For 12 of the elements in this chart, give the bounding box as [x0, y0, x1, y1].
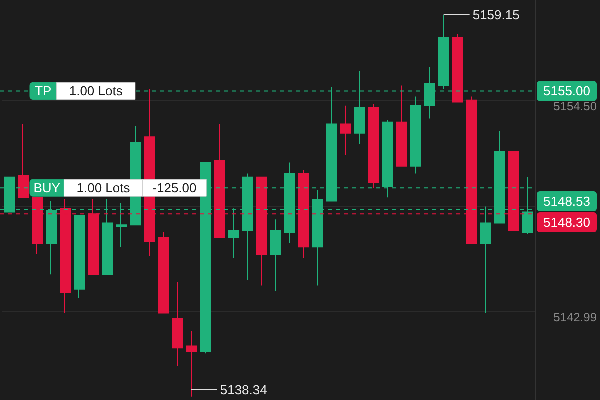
- y-tick-label: 5154.50: [554, 99, 598, 114]
- annotation: TP: [35, 84, 52, 99]
- ref-line-label: 5148.53: [544, 194, 590, 210]
- annotation: BUY: [34, 180, 61, 196]
- annotation: 1.00 Lots: [76, 180, 131, 196]
- ref-line-label: 5155.00: [544, 84, 590, 99]
- annotation: 1.00 Lots: [69, 84, 124, 99]
- y-tick-label: 5142.99: [554, 310, 598, 325]
- annotation: 5159.15: [472, 8, 520, 23]
- annotation: 5138.34: [220, 382, 268, 398]
- ref-line-label: 5148.30: [544, 215, 590, 230]
- annotation: -125.00: [152, 180, 197, 196]
